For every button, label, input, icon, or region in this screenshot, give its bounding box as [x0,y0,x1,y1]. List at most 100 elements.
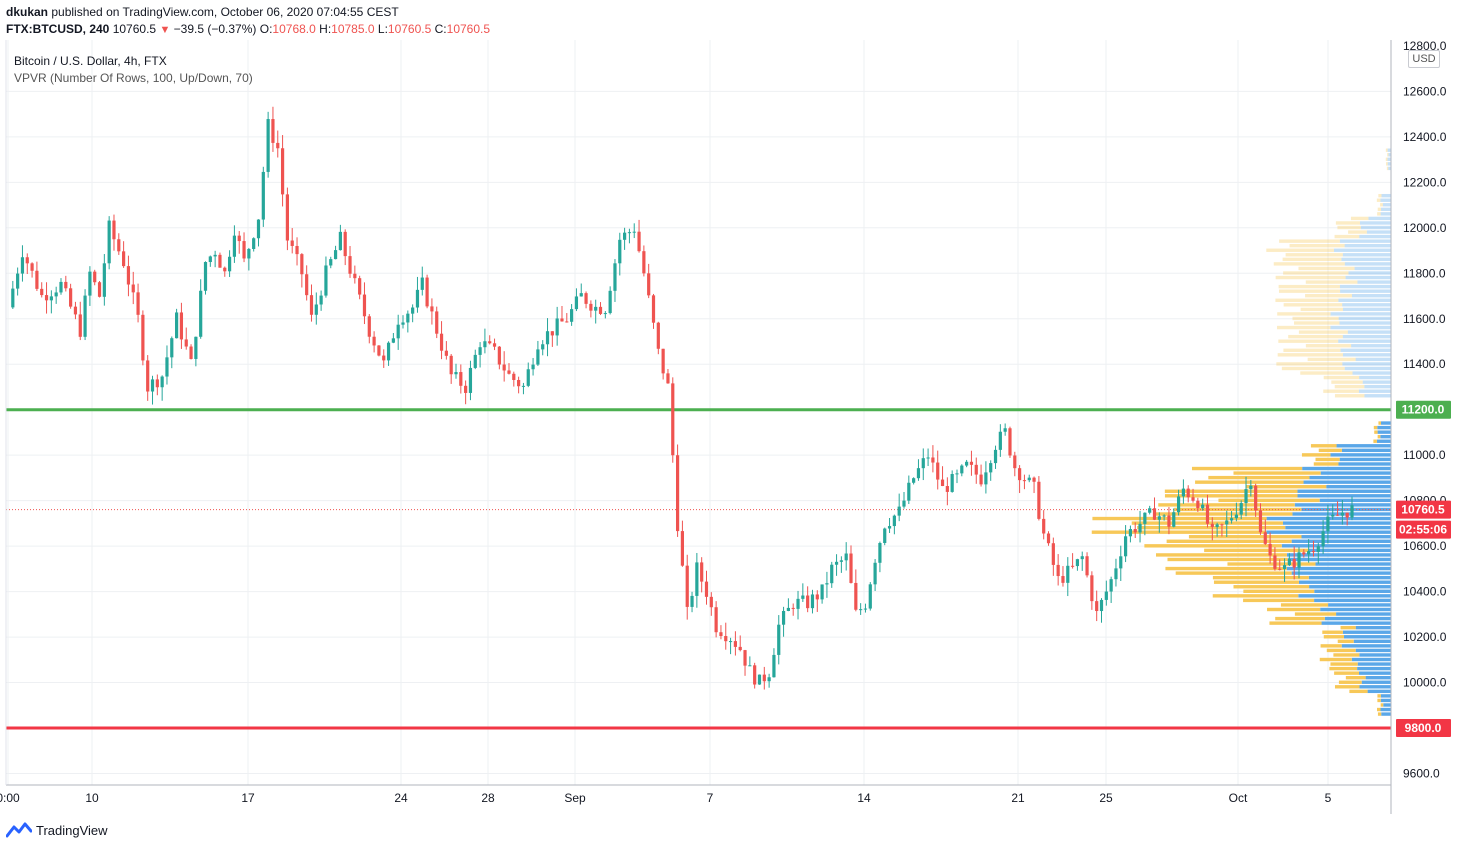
candle-body [680,531,685,566]
volume-bar-down [1377,434,1381,439]
volume-bar-up [1351,294,1391,298]
y-tick-label: 12800.0 [1403,39,1447,53]
volume-bar-down [1212,594,1299,598]
volume-bar-up [1339,321,1391,325]
last-price-tag: 10760.5 [1401,503,1445,517]
candle-body [16,273,20,289]
publisher-user[interactable]: dkukan [6,5,49,19]
candle-body [502,364,506,371]
volume-bar-down [1212,575,1309,580]
candle-body [1254,485,1258,511]
volume-bar-down [1326,648,1356,653]
x-tick-label: 7 [707,791,714,805]
candle-body [849,553,853,583]
candle-body [439,333,444,351]
candle-body [685,565,689,607]
candle-body [709,596,713,608]
candle-body [936,462,940,480]
candle-body [1225,520,1229,525]
candle-body [59,281,63,293]
volume-bar-up [1380,707,1391,712]
volume-bar-down [1329,666,1358,671]
candle-body [1239,503,1243,515]
volume-bar-down [1294,321,1340,325]
candle-body [1027,477,1031,481]
candle-body [1056,564,1060,577]
volume-bar-up [1364,394,1391,398]
candle-body [396,324,400,339]
candle-body [69,288,73,307]
y-tick-label: 10400.0 [1403,585,1447,599]
candle-body [49,296,53,301]
candle-body [1331,514,1335,517]
candle-body [1143,512,1147,524]
candle-body [969,461,974,465]
down-arrow-icon: ▼ [159,24,171,36]
candle-body [252,238,256,249]
volume-bar-up [1286,566,1391,571]
candle-body [517,379,521,387]
candle-body [584,293,588,304]
y-tick-label: 10600.0 [1403,539,1447,553]
candle-body [579,293,583,297]
candle-body [931,457,935,463]
candle-body [20,257,25,274]
candle-body [1321,531,1325,547]
candle-body [73,306,78,315]
candle-body [1071,565,1075,567]
volume-bar-up [1338,316,1391,321]
y-tick-label: 11800.0 [1403,266,1446,280]
x-tick-label: 14 [857,791,871,805]
currency-badge[interactable]: USD [1408,50,1440,68]
volume-bar-down [1305,294,1352,298]
candle-body [887,526,892,529]
volume-bar-down [1340,625,1356,630]
candle-body [1340,512,1344,516]
candle-body [391,338,395,343]
volume-bar-up [1282,521,1391,525]
candle-body [1186,488,1190,498]
volume-bar-down [1280,603,1329,607]
volume-bar-up [1359,234,1391,239]
volume-bar-down [1164,489,1298,493]
volume-bar-down [1373,439,1377,443]
volume-bar-up [1286,553,1391,557]
candle-body [362,294,367,317]
candle-body [146,360,150,392]
volume-bar-up [1351,657,1391,662]
volume-bar-down [1277,325,1331,330]
candle-body [1249,485,1253,490]
volume-bar-down [1289,244,1345,248]
countdown-tag-bg [1396,520,1451,539]
volume-bar-up [1368,216,1391,221]
ohlc-line: FTX:BTCUSD, 240 10760.5 ▼ −39.5 (−0.37%)… [6,22,490,36]
volume-bar-down [1377,212,1381,216]
candle-body [912,478,916,483]
high-label: H: [319,22,332,36]
candle-body [290,240,294,246]
candle-body [1205,504,1210,524]
tradingview-footer[interactable]: TradingView [6,820,108,840]
volume-bar-down [1323,635,1344,639]
candle-body [88,271,92,296]
candle-body [979,474,983,485]
volume-bar-down [1283,303,1343,307]
indicator-legend[interactable]: VPVR (Number Of Rows, 100, Up/Down, 70) [14,71,253,85]
candle-body [420,277,424,290]
volume-bar-up [1341,448,1391,453]
volume-bar-up [1319,498,1391,503]
volume-bar-down [1273,262,1345,266]
candle-body [218,254,222,268]
volume-bar-down [1283,348,1341,352]
volume-bar-up [1314,589,1391,594]
volume-bar-down [1348,230,1367,234]
volume-bar-down [1385,148,1388,152]
candle-body [574,296,579,310]
candle-body [492,343,497,347]
candle-body [526,369,530,386]
volume-bar-up [1339,457,1391,462]
volume-bar-down [1267,607,1321,612]
volume-bar-up [1342,362,1391,366]
candle-body [295,245,299,255]
